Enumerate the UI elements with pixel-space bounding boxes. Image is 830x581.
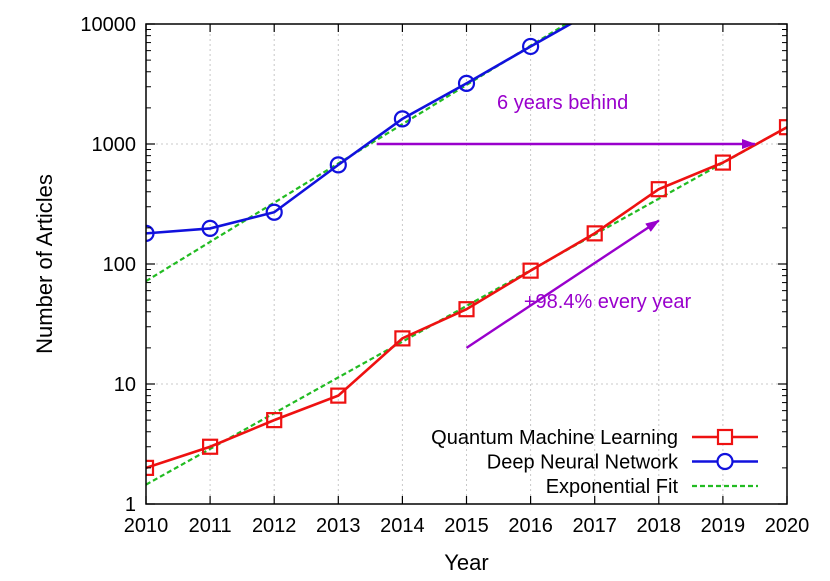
annotation-label: +98.4% every year: [524, 291, 692, 313]
x-tick-label: 2017: [572, 515, 617, 537]
data-point: [457, 74, 476, 92]
y-tick-label: 1000: [92, 134, 137, 156]
annotation-arrow: [465, 219, 660, 349]
x-axis-title: Year: [444, 550, 488, 575]
legend-label: Deep Neural Network: [487, 452, 679, 474]
data-point: [522, 262, 539, 279]
y-tick-label: 100: [103, 254, 136, 276]
data-point: [146, 224, 155, 242]
data-point: [329, 156, 347, 174]
annotation-label: 6 years behind: [497, 92, 628, 114]
data-point: [330, 387, 347, 404]
x-tick-label: 2014: [380, 515, 425, 537]
legend-marker: [716, 452, 734, 471]
legend-label: Exponential Fit: [546, 476, 679, 498]
ticks: 2010 2011 2012 2013 2014 2015 2016 2017 2018 2019…: [80, 14, 809, 537]
data-point: [146, 459, 155, 476]
data-point: [265, 203, 283, 221]
y-axis-title: Number of Articles: [32, 174, 57, 354]
legend-entry: Deep Neural Network: [487, 452, 758, 474]
x-tick-label: 2020: [765, 515, 810, 537]
x-tick-label: 2011: [189, 515, 232, 537]
data-point: [650, 181, 667, 198]
x-tick-label: 2018: [637, 515, 682, 537]
data-point: [202, 438, 219, 455]
legend-label: Quantum Machine Learning: [431, 427, 678, 449]
legend-entry: Exponential Fit: [546, 476, 758, 498]
x-tick-label: 2019: [701, 515, 746, 537]
y-tick-label: 10000: [80, 14, 136, 36]
data-point: [586, 225, 603, 242]
data-point: [458, 301, 475, 318]
fit-line: [146, 126, 787, 486]
x-tick-label: 2016: [508, 515, 553, 537]
x-tick-label: 2010: [124, 515, 169, 537]
x-tick-label: 2015: [444, 515, 489, 537]
legend: Quantum Machine Learning Deep Neural Netw…: [431, 427, 758, 498]
data-point: [266, 412, 283, 429]
legend-entry: Quantum Machine Learning: [431, 427, 758, 449]
series-deep-neural-network: [146, 3, 602, 242]
data-point: [521, 37, 540, 56]
y-tick-label: 1: [125, 494, 136, 516]
data-point: [778, 119, 787, 136]
annotations: 6 years behind +98.4% every year: [376, 92, 756, 349]
y-tick-label: 10: [114, 374, 136, 396]
legend-marker: [716, 428, 734, 446]
data-point: [714, 154, 732, 171]
series-line: [146, 126, 787, 470]
x-tick-label: 2012: [252, 515, 297, 537]
fit-lines: [146, 24, 787, 486]
series-line: [146, 24, 574, 235]
series-quantum-machine-learning: [146, 119, 787, 476]
data-point: [201, 219, 219, 238]
data-point: [394, 330, 411, 347]
x-tick-label: 2013: [316, 515, 361, 537]
data-point: [587, 3, 602, 18]
data-point: [393, 110, 411, 128]
series: [146, 3, 787, 476]
